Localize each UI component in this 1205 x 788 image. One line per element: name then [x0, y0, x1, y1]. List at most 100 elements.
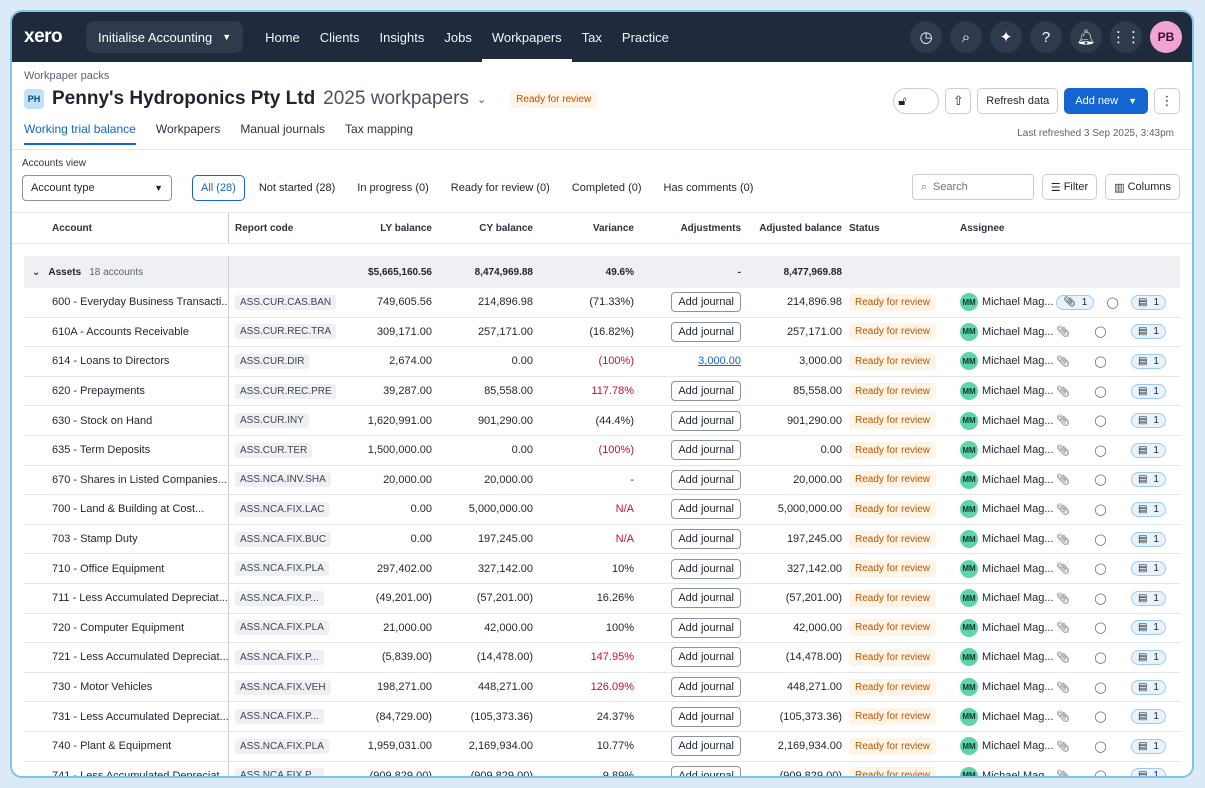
add-journal-button[interactable]: Add journal	[671, 469, 741, 490]
group-row-assets[interactable]: ⌄ Assets 18 accounts $5,665,160.56 8,474…	[24, 256, 1180, 288]
account-name[interactable]: 700 - Land & Building at Cost...	[52, 503, 205, 516]
comment-icon[interactable]: ◯	[1094, 474, 1107, 487]
attachments-button[interactable]: 📎︎ 1	[1056, 294, 1095, 310]
comment-icon[interactable]: ◯	[1094, 415, 1107, 428]
assignee-cell[interactable]: MM Michael Mag...	[956, 352, 1056, 371]
assignee-cell[interactable]: MM Michael Mag...	[956, 411, 1056, 430]
status-badge[interactable]: Ready for review	[849, 560, 937, 578]
add-journal-button[interactable]: Add journal	[671, 736, 741, 757]
workpaper-button[interactable]: ▤ 1	[1130, 561, 1166, 577]
col-adjusted-balance[interactable]: Adjusted balance	[759, 222, 842, 234]
paperclip-icon[interactable]: 📎︎	[1056, 711, 1070, 724]
refresh-data-button[interactable]: Refresh data	[977, 88, 1059, 114]
org-switcher[interactable]: Initialise Accounting ▼	[86, 21, 244, 53]
status-badge[interactable]: Ready for review	[849, 737, 937, 755]
add-journal-button[interactable]: Add journal	[671, 292, 741, 313]
table-row[interactable]: 703 - Stamp Duty ASS.NCA.FIX.BUC 0.00 19…	[24, 524, 1180, 555]
workpaper-button[interactable]: ▤ 1	[1130, 501, 1166, 517]
status-badge[interactable]: Ready for review	[849, 619, 937, 637]
account-name[interactable]: 703 - Stamp Duty	[52, 533, 138, 546]
add-journal-button[interactable]: Add journal	[671, 440, 741, 461]
add-journal-button[interactable]: Add journal	[671, 706, 741, 727]
assignee-cell[interactable]: MM Michael Mag...	[956, 322, 1056, 341]
account-name[interactable]: 720 - Computer Equipment	[52, 621, 185, 634]
help-icon[interactable]: ?	[1030, 21, 1062, 53]
add-journal-button[interactable]: Add journal	[671, 677, 741, 698]
adjustment-link[interactable]: 3,000.00	[698, 355, 741, 368]
workpaper-button[interactable]: ▤ 1	[1130, 472, 1166, 488]
comment-icon[interactable]: ◯	[1094, 681, 1107, 694]
status-badge[interactable]: Ready for review	[849, 441, 937, 459]
paperclip-icon[interactable]: 📎︎	[1056, 770, 1070, 778]
table-row[interactable]: 610A - Accounts Receivable ASS.CUR.REC.T…	[24, 317, 1180, 348]
paperclip-icon[interactable]: 📎︎	[1056, 474, 1070, 487]
col-ly-balance[interactable]: LY balance	[380, 222, 432, 234]
status-badge[interactable]: Ready for review	[849, 471, 937, 489]
account-name[interactable]: 740 - Plant & Equipment	[52, 740, 172, 753]
assignee-cell[interactable]: MM Michael Mag...	[956, 589, 1056, 608]
pack-name[interactable]: 2025 workpapers	[323, 88, 469, 109]
workpaper-button[interactable]: ▤ 1	[1130, 738, 1166, 754]
columns-button[interactable]: ▥ Columns	[1105, 174, 1180, 200]
assignee-cell[interactable]: MM Michael Mag...	[956, 707, 1056, 726]
assignee-cell[interactable]: MM Michael Mag...	[956, 441, 1056, 460]
add-journal-button[interactable]: Add journal	[671, 558, 741, 579]
add-journal-button[interactable]: Add journal	[671, 499, 741, 520]
workpaper-button[interactable]: ▤ 1	[1130, 649, 1166, 665]
table-row[interactable]: 741 - Less Accumulated Depreciat... ASS.…	[24, 761, 1180, 778]
bell-icon[interactable]: 🔔︎	[1070, 21, 1102, 53]
paperclip-icon[interactable]: 📎︎	[1056, 533, 1070, 546]
paperclip-icon[interactable]: 📎︎	[1056, 385, 1070, 398]
comment-icon[interactable]: ◯	[1094, 533, 1107, 546]
account-name[interactable]: 711 - Less Accumulated Depreciat...	[52, 592, 228, 605]
status-badge[interactable]: Ready for review	[849, 589, 937, 607]
account-name[interactable]: 670 - Shares in Listed Companies...	[52, 473, 227, 486]
lock-toggle[interactable]: 🔓︎	[893, 88, 940, 114]
account-name[interactable]: 635 - Term Deposits	[52, 444, 151, 457]
paperclip-icon[interactable]: 📎︎	[1056, 415, 1070, 428]
workpaper-button[interactable]: ▤ 1	[1130, 413, 1166, 429]
comment-icon[interactable]: ◯	[1094, 563, 1107, 576]
filter-chip-completed[interactable]: Completed (0)	[571, 182, 642, 194]
table-row[interactable]: 630 - Stock on Hand ASS.CUR.INY 1,620,99…	[24, 406, 1180, 436]
assignee-cell[interactable]: MM Michael Mag...	[956, 293, 1056, 312]
status-badge[interactable]: Ready for review	[849, 767, 937, 776]
paperclip-icon[interactable]: 📎︎	[1056, 563, 1070, 576]
account-name[interactable]: 600 - Everyday Business Transacti...	[52, 296, 228, 309]
paperclip-icon[interactable]: 📎︎	[1056, 622, 1070, 635]
paperclip-icon[interactable]: 📎︎	[1056, 326, 1070, 339]
comment-icon[interactable]: ◯	[1094, 770, 1107, 778]
account-name[interactable]: 710 - Office Equipment	[52, 562, 165, 575]
comment-icon[interactable]: ◯	[1094, 740, 1107, 753]
account-name[interactable]: 614 - Loans to Directors	[52, 355, 170, 368]
status-badge[interactable]: Ready for review	[849, 678, 937, 696]
workpaper-button[interactable]: ▤ 1	[1130, 590, 1166, 606]
comment-icon[interactable]: ◯	[1094, 711, 1107, 724]
workpaper-button[interactable]: ▤ 1	[1130, 768, 1166, 776]
account-name[interactable]: 610A - Accounts Receivable	[52, 325, 189, 338]
nav-practice[interactable]: Practice	[621, 29, 669, 45]
filter-chip-all[interactable]: All (28)	[192, 175, 245, 201]
account-name[interactable]: 721 - Less Accumulated Depreciat...	[52, 651, 228, 664]
workpaper-button[interactable]: ▤ 1	[1130, 679, 1166, 695]
table-row[interactable]: 600 - Everyday Business Transacti... ASS…	[24, 288, 1180, 318]
paperclip-icon[interactable]: 📎︎	[1056, 355, 1070, 368]
add-journal-button[interactable]: Add journal	[671, 529, 741, 550]
paperclip-icon[interactable]: 📎︎	[1056, 740, 1070, 753]
status-badge[interactable]: Ready for review	[849, 352, 937, 370]
status-badge[interactable]: Ready for review	[849, 530, 937, 548]
filter-chip-ready-for-review[interactable]: Ready for review (0)	[450, 182, 550, 194]
filter-chip-not-started[interactable]: Not started (28)	[258, 182, 336, 194]
table-row[interactable]: 710 - Office Equipment ASS.NCA.FIX.PLA 2…	[24, 554, 1180, 584]
status-badge[interactable]: Ready for review	[849, 708, 937, 726]
account-name[interactable]: 630 - Stock on Hand	[52, 414, 153, 427]
comment-icon[interactable]: ◯	[1094, 326, 1107, 339]
search-icon[interactable]: ⌕	[950, 21, 982, 53]
user-avatar[interactable]: PB	[1150, 21, 1182, 53]
tab-tax-mapping[interactable]: Tax mapping	[345, 122, 414, 136]
more-options-button[interactable]: ⋮	[1154, 88, 1180, 114]
sparkle-icon[interactable]: ✦	[990, 21, 1022, 53]
nav-clients[interactable]: Clients	[319, 29, 360, 45]
tab-workpapers[interactable]: Workpapers	[155, 122, 221, 136]
add-journal-button[interactable]: Add journal	[671, 321, 741, 342]
